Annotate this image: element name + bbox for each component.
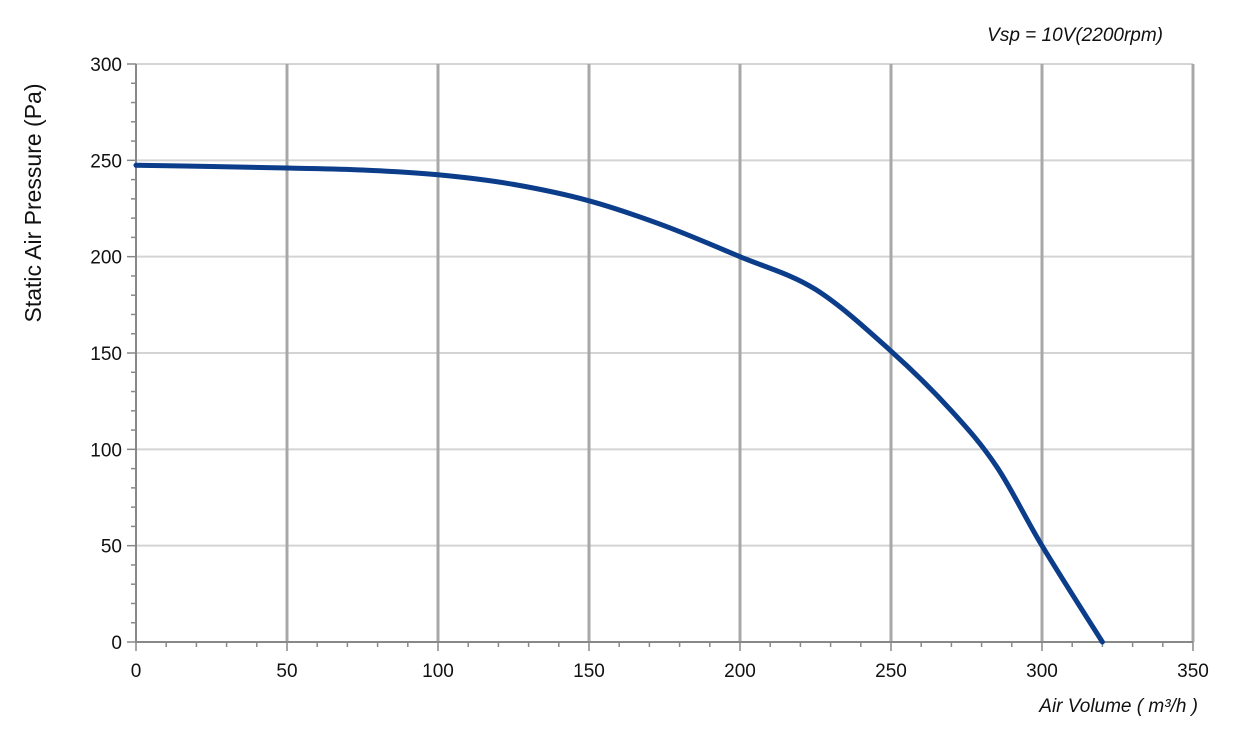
x-tick-label: 0 — [131, 661, 142, 682]
series-line — [133, 162, 1105, 645]
y-axis-title: Static Air Pressure (Pa) — [20, 83, 46, 322]
x-tick-label: 350 — [1177, 661, 1209, 682]
grid — [136, 63, 1195, 642]
y-tick-label: 0 — [111, 633, 122, 654]
series-layer — [133, 162, 1105, 645]
x-tick-label: 200 — [724, 661, 756, 682]
y-tick-label: 200 — [90, 248, 122, 269]
y-tick-label: 150 — [90, 344, 122, 365]
x-axis-title: Air Volume ( m³/h ) — [1038, 696, 1198, 717]
x-tick-label: 100 — [422, 661, 454, 682]
chart-annotation: Vsp = 10V(2200rpm) — [987, 25, 1163, 46]
y-tick-label: 100 — [90, 440, 122, 461]
axes — [127, 63, 1194, 651]
y-tick-label: 50 — [101, 537, 122, 558]
x-tick-label: 150 — [573, 661, 605, 682]
y-tick-label: 250 — [90, 151, 122, 172]
x-tick-label: 50 — [276, 661, 297, 682]
x-tick-label: 250 — [875, 661, 907, 682]
y-tick-label: 300 — [90, 55, 122, 76]
x-tick-label: 300 — [1026, 661, 1058, 682]
tick-labels: 0 50 100 150 200 250 300 0 50 100 150 200 250 300 350 — [90, 55, 1209, 682]
